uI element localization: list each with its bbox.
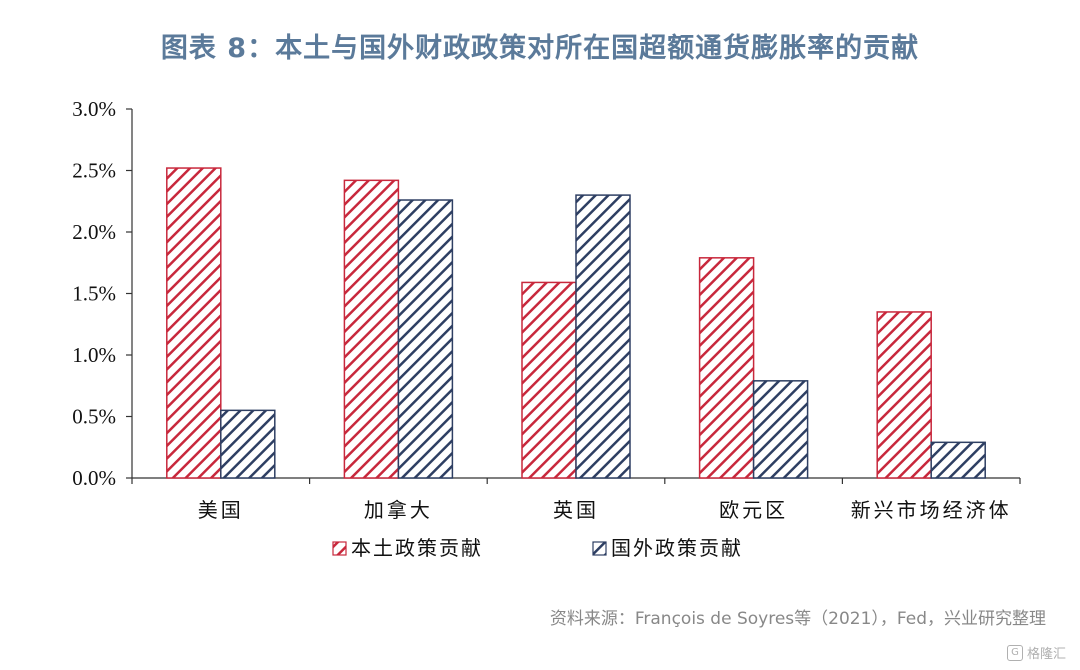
chart-title: 图表 8：本土与国外财政政策对所在国超额通货膨胀率的贡献 <box>160 33 920 64</box>
watermark-logo-icon: G <box>1006 644 1023 661</box>
y-tick-label: 1.0% <box>72 343 116 367</box>
bar-domestic <box>876 311 932 479</box>
legend-swatch <box>332 541 347 556</box>
y-tick-label: 0.5% <box>72 405 116 429</box>
source-note: 资料来源：François de Soyres等（2021），Fed，兴业研究整… <box>549 609 1046 629</box>
y-tick-label: 2.5% <box>72 159 116 183</box>
y-tick-label: 0.0% <box>72 466 116 490</box>
x-category-label: 美国 <box>198 498 244 522</box>
legend-label: 国外政策贡献 <box>611 536 743 560</box>
bar-domestic <box>521 281 577 479</box>
watermark: G 格隆汇 <box>1006 643 1066 662</box>
bar-foreign <box>575 194 631 479</box>
x-category-label: 英国 <box>553 498 599 522</box>
bar-foreign <box>220 409 276 479</box>
bar-domestic <box>166 167 222 479</box>
bar-foreign <box>930 441 986 479</box>
watermark-text: 格隆汇 <box>1026 647 1066 662</box>
y-tick-label: 2.0% <box>72 220 116 244</box>
y-tick-label: 1.5% <box>72 282 116 306</box>
bars <box>166 167 986 479</box>
bar-foreign <box>752 380 809 479</box>
legend-label: 本土政策贡献 <box>351 536 483 560</box>
x-category-label: 欧元区 <box>719 498 788 522</box>
bar-domestic <box>343 179 400 479</box>
y-tick-label: 3.0% <box>72 97 116 121</box>
legend: 本土政策贡献 国外政策贡献 <box>332 536 743 560</box>
x-category-label: 加拿大 <box>364 498 433 522</box>
x-category-label: 新兴市场经济体 <box>851 498 1012 522</box>
legend-swatch <box>592 541 607 556</box>
bar-chart: 0.0% 0.5% 1.0% 1.5% 2.0% 2.5% 3.0% 美国 加拿大 英国 欧元区 新兴… <box>72 97 1021 560</box>
bar-domestic <box>698 257 755 479</box>
bar-foreign <box>397 199 454 479</box>
